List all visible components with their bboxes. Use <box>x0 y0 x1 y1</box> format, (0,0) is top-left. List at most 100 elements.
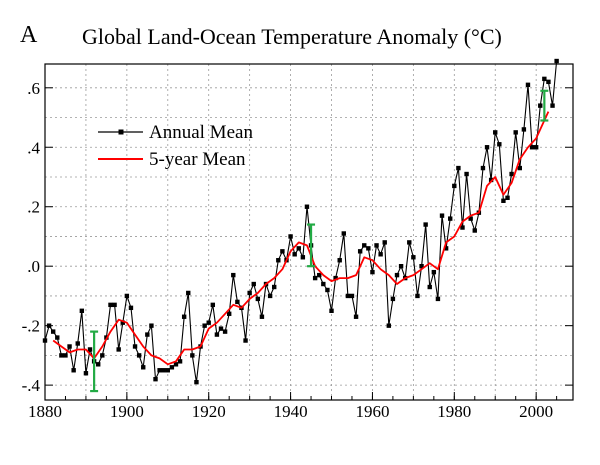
data-point <box>181 314 187 319</box>
data-point <box>42 338 48 343</box>
x-tick-label: 1900 <box>110 402 144 421</box>
data-point <box>63 353 68 358</box>
data-point <box>390 296 396 302</box>
x-tick-label: 1980 <box>437 402 471 421</box>
data-point <box>460 225 465 230</box>
data-point <box>169 365 175 370</box>
data-point <box>312 275 318 281</box>
data-point <box>513 130 518 135</box>
data-point <box>288 234 293 239</box>
data-point <box>382 240 387 245</box>
data-point <box>71 368 76 373</box>
data-point <box>132 344 138 349</box>
data-point <box>202 323 207 328</box>
data-point <box>317 272 322 278</box>
data-point <box>362 243 367 248</box>
data-point <box>497 142 502 147</box>
data-point <box>419 263 424 269</box>
data-point <box>357 249 363 254</box>
data-point <box>108 302 113 308</box>
data-point <box>186 290 191 296</box>
data-point <box>255 296 261 302</box>
data-point <box>505 195 510 201</box>
data-point <box>222 329 228 334</box>
data-point <box>67 344 72 349</box>
data-point <box>272 284 277 290</box>
data-point <box>366 246 371 251</box>
data-point <box>161 368 166 373</box>
y-tick-label: -.2 <box>22 317 40 336</box>
data-point <box>488 177 494 183</box>
data-point <box>525 82 531 88</box>
data-point <box>415 293 420 299</box>
series-line-5-year-mean <box>52 111 550 366</box>
data-point <box>300 255 306 260</box>
data-point <box>407 240 412 245</box>
data-point <box>120 320 125 325</box>
chart-title: Global Land-Ocean Temperature Anomaly (°… <box>82 24 502 49</box>
data-point <box>304 204 310 209</box>
error-bars <box>90 89 549 393</box>
data-point <box>378 252 383 257</box>
x-tick-label: 1940 <box>274 402 308 421</box>
data-point <box>439 213 445 218</box>
data-point <box>247 290 252 296</box>
data-point <box>411 255 416 260</box>
data-point <box>206 320 211 325</box>
legend: Annual Mean 5-year Mean <box>98 122 253 170</box>
series-layer <box>42 58 559 385</box>
data-point <box>345 293 351 299</box>
data-point <box>55 335 60 340</box>
data-point <box>443 246 449 251</box>
data-point <box>190 353 195 358</box>
data-point <box>145 332 150 337</box>
data-point <box>149 323 154 328</box>
data-point <box>456 165 461 171</box>
legend-label: 5-year Mean <box>149 149 246 170</box>
data-point <box>484 145 490 150</box>
data-point <box>337 258 342 263</box>
data-point <box>554 58 559 64</box>
data-point <box>501 198 506 203</box>
data-point <box>153 376 158 382</box>
data-point <box>243 338 248 343</box>
data-point <box>533 145 539 150</box>
grid-lines <box>45 64 573 400</box>
y-tick-label: .0 <box>27 257 40 276</box>
data-point <box>349 293 355 299</box>
data-point <box>353 314 359 319</box>
data-point <box>79 308 85 313</box>
data-point <box>124 293 130 299</box>
data-point <box>292 252 297 257</box>
axis-ticks: 1880 1900 1920 1940 1960 1980 2000 -.4 -.2 .0 .2 .4… <box>22 79 573 421</box>
data-point <box>517 165 522 171</box>
data-point <box>427 284 432 290</box>
data-point <box>276 258 281 263</box>
data-point <box>341 231 346 236</box>
data-point <box>386 323 392 328</box>
data-point <box>141 365 146 370</box>
data-point <box>226 311 232 316</box>
data-point <box>521 127 527 132</box>
data-point <box>259 314 265 319</box>
plot-frame <box>44 63 574 401</box>
data-point <box>112 302 117 308</box>
x-tick-label: 1960 <box>355 402 389 421</box>
data-point <box>374 243 379 248</box>
data-point <box>423 222 428 227</box>
data-point <box>173 362 179 367</box>
data-point <box>546 79 551 85</box>
data-point <box>321 281 326 287</box>
data-point <box>542 76 547 82</box>
y-tick-label: .2 <box>27 198 40 217</box>
data-point <box>218 326 224 331</box>
data-point <box>550 103 555 108</box>
data-point <box>87 347 93 352</box>
data-point <box>75 341 80 346</box>
data-point <box>116 347 121 352</box>
data-point <box>370 269 375 275</box>
data-point <box>46 323 52 328</box>
data-point <box>194 379 199 385</box>
data-point <box>394 272 400 278</box>
